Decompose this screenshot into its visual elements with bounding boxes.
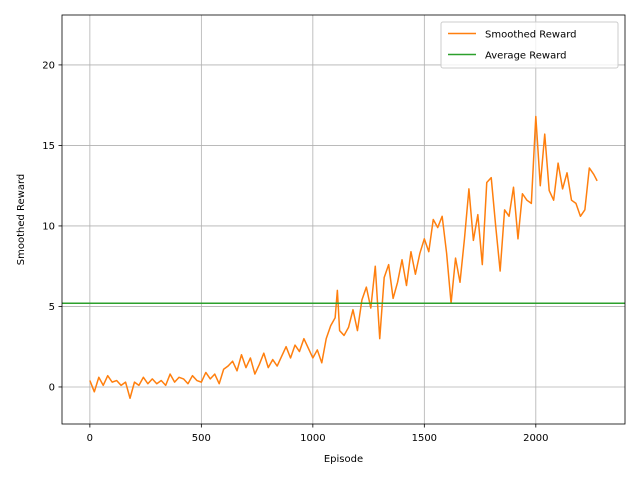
x-tick-label: 1000 bbox=[300, 433, 325, 444]
y-axis-ticks: 0 5 10 15 20 bbox=[42, 60, 62, 393]
legend: Smoothed Reward Average Reward bbox=[440, 21, 619, 69]
x-axis-ticks: 0 500 1000 1500 2000 bbox=[87, 424, 549, 444]
x-tick-label: 500 bbox=[192, 433, 211, 444]
legend-label-average-reward: Average Reward bbox=[485, 51, 566, 62]
y-tick-label: 15 bbox=[42, 141, 55, 152]
plot-area-frame bbox=[61, 14, 626, 425]
legend-label-smoothed-reward: Smoothed Reward bbox=[485, 30, 577, 41]
x-tick-label: 2000 bbox=[523, 433, 548, 444]
y-tick-label: 10 bbox=[42, 221, 55, 232]
legend-box bbox=[440, 21, 619, 69]
y-axis-label: Smoothed Reward bbox=[16, 174, 27, 266]
x-axis-label: Episode bbox=[324, 454, 363, 465]
y-tick-label: 0 bbox=[49, 382, 55, 393]
series-layer bbox=[62, 115, 625, 399]
series-line-smoothed-reward bbox=[89, 115, 598, 399]
y-tick-label: 20 bbox=[42, 60, 55, 71]
x-tick-label: 1500 bbox=[412, 433, 437, 444]
y-tick-label: 5 bbox=[49, 302, 55, 313]
x-tick-label: 0 bbox=[87, 433, 93, 444]
